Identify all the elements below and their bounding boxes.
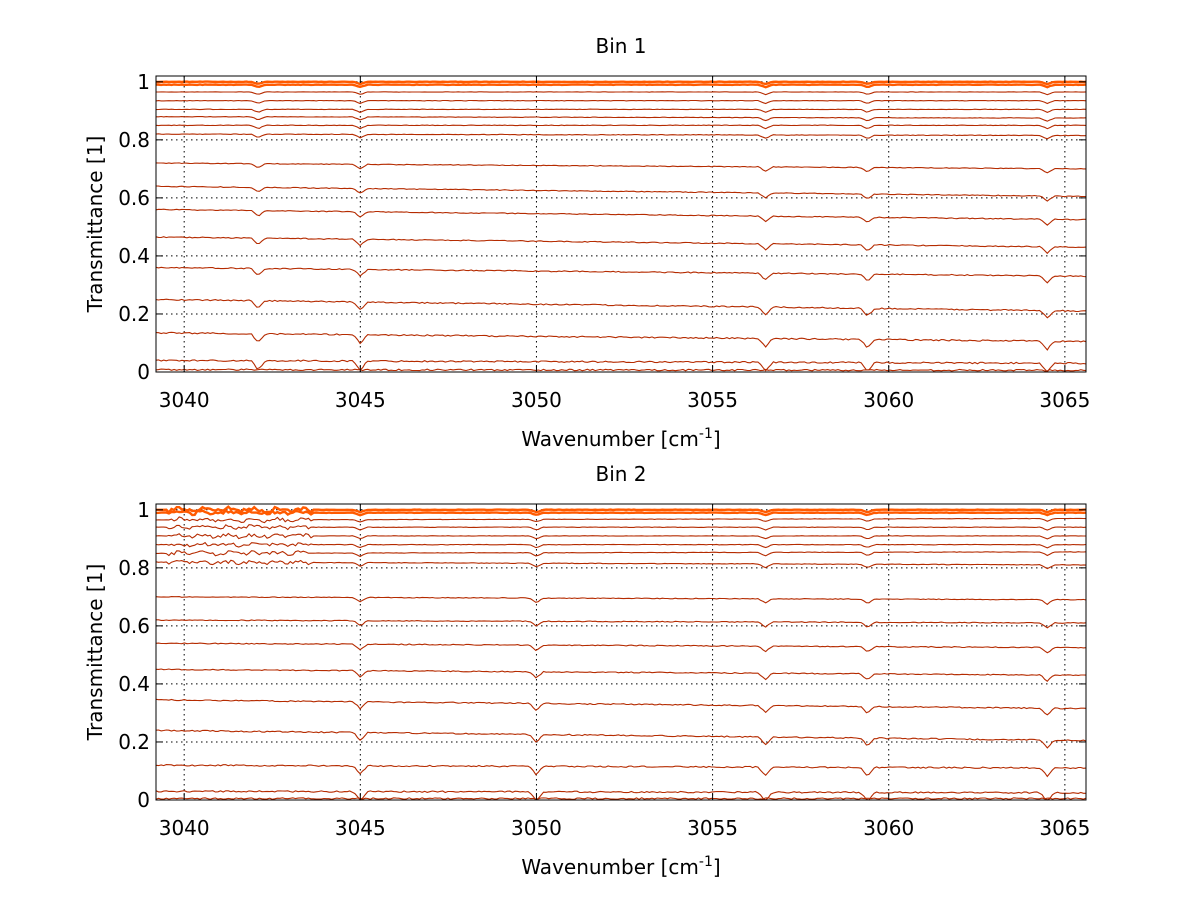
y-tick-label: 0.4 [118, 244, 150, 268]
x-tick-label: 3055 [687, 388, 738, 412]
series-line [156, 505, 1087, 515]
series-line [156, 619, 1087, 629]
y-tick-label: 0.6 [118, 186, 150, 210]
series-line [156, 91, 1087, 96]
series-line [155, 508, 1087, 517]
y-tick-label: 0.8 [118, 556, 150, 580]
y-axis-label: Transmittance [1] [83, 136, 107, 314]
y-tick-label: 0.4 [118, 672, 150, 696]
series-line [156, 115, 1087, 122]
plot-frame [155, 503, 1087, 801]
series-line [155, 83, 1087, 89]
series-line [155, 298, 1086, 319]
series-line [155, 797, 1087, 800]
x-tick-label: 3065 [1039, 388, 1090, 412]
series-line [155, 162, 1086, 174]
series-line [155, 532, 1086, 540]
series-line [156, 550, 1087, 558]
x-tick-label: 3065 [1039, 816, 1090, 840]
series-line [155, 729, 1087, 749]
y-tick-label: 0 [137, 788, 150, 812]
y-tick-label: 1 [137, 498, 150, 522]
y-tick-label: 0.8 [118, 128, 150, 152]
series-line [155, 541, 1087, 549]
x-tick-label: 3055 [687, 816, 738, 840]
series-line [155, 266, 1087, 284]
x-tick-label: 3045 [335, 388, 386, 412]
y-tick-label: 0.2 [118, 730, 150, 754]
x-tick-label: 3060 [863, 816, 914, 840]
x-tick-label: 3040 [159, 388, 210, 412]
series-line [155, 99, 1087, 105]
series-line [155, 698, 1087, 716]
series-line [155, 764, 1087, 778]
series-line [155, 236, 1087, 255]
chart-title: Bin 1 [595, 34, 646, 58]
series-line [155, 133, 1086, 140]
series-line [155, 368, 1087, 372]
chart-title: Bin 2 [595, 462, 646, 486]
series-line [155, 359, 1087, 373]
x-axis-label: Wavenumber [cm-1] [521, 426, 720, 451]
x-axis-label: Wavenumber [cm-1] [521, 854, 720, 879]
series-line [155, 559, 1087, 570]
series-line [155, 642, 1087, 654]
series-line [155, 124, 1087, 130]
series-line [156, 80, 1087, 86]
y-axis-label: Transmittance [1] [83, 564, 107, 742]
plot-frame [155, 75, 1087, 373]
x-tick-label: 3040 [159, 816, 210, 840]
y-tick-label: 0.6 [118, 614, 150, 638]
series-line [155, 668, 1087, 682]
chart-bin-1: Bin 1 3040 3045 3050 3055 3060 3065 0 0.2 0.4 0.6… [83, 34, 1090, 451]
x-tick-label: 3050 [511, 388, 562, 412]
series-line [155, 524, 1087, 531]
x-tick-label: 3045 [335, 816, 386, 840]
series-line [155, 596, 1087, 606]
chart-bin-2: Bin 2 3040 3045 3050 3055 3060 3065 0 0.2 0.4 0.6… [83, 462, 1090, 879]
series-line [155, 516, 1087, 524]
y-tick-label: 0.2 [118, 302, 150, 326]
x-tick-label: 3050 [511, 816, 562, 840]
series-line [155, 108, 1087, 114]
x-tick-label: 3060 [863, 388, 914, 412]
series-line [155, 208, 1086, 226]
series-line [155, 331, 1087, 351]
series-line [155, 790, 1086, 801]
series-line [155, 185, 1087, 202]
y-tick-label: 1 [137, 70, 150, 94]
y-tick-label: 0 [137, 360, 150, 384]
